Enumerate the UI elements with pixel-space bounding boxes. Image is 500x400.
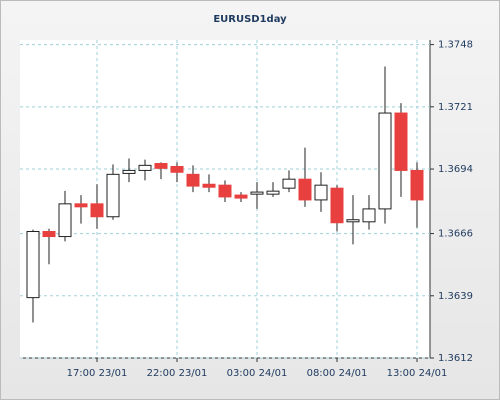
x-tick-label: 13:00 24/01 — [387, 368, 448, 379]
x-tick-label: 17:00 23/01 — [67, 368, 128, 379]
y-tick-label: 1.3721 — [438, 102, 473, 113]
candle-body — [282, 178, 296, 189]
candle-body — [106, 173, 120, 218]
candle-body — [266, 190, 280, 195]
candle-body — [410, 169, 424, 201]
candle-body — [394, 112, 408, 171]
x-tick-label: 22:00 23/01 — [147, 368, 208, 379]
y-tick-label: 1.3748 — [438, 40, 473, 51]
candle-body — [234, 194, 248, 199]
candle-body — [362, 208, 376, 223]
candle-body — [298, 178, 312, 201]
candle-body — [330, 187, 344, 224]
candle-body — [314, 184, 328, 201]
y-tick-label: 1.3612 — [438, 353, 473, 364]
x-tick-label: 03:00 24/01 — [227, 368, 288, 379]
candle-body — [186, 173, 200, 187]
candle-body — [26, 230, 40, 299]
candle-body — [58, 203, 72, 238]
chart-title: EURUSD1day — [213, 14, 287, 25]
candle-body — [90, 203, 104, 218]
candle-body — [154, 163, 168, 169]
candle-body — [378, 112, 392, 210]
y-tick-label: 1.3639 — [438, 291, 473, 302]
candle-body — [346, 219, 360, 223]
y-tick-label: 1.3666 — [438, 229, 473, 240]
candle-body — [250, 191, 264, 195]
candle-body — [218, 184, 232, 198]
candle-body — [122, 169, 136, 174]
candle-body — [42, 230, 56, 238]
candle-body — [170, 166, 184, 173]
candle-body — [138, 164, 152, 171]
x-tick-label: 08:00 24/01 — [307, 368, 368, 379]
y-tick-label: 1.3694 — [438, 164, 473, 175]
candle-body — [74, 203, 88, 208]
candle-body — [202, 183, 216, 188]
